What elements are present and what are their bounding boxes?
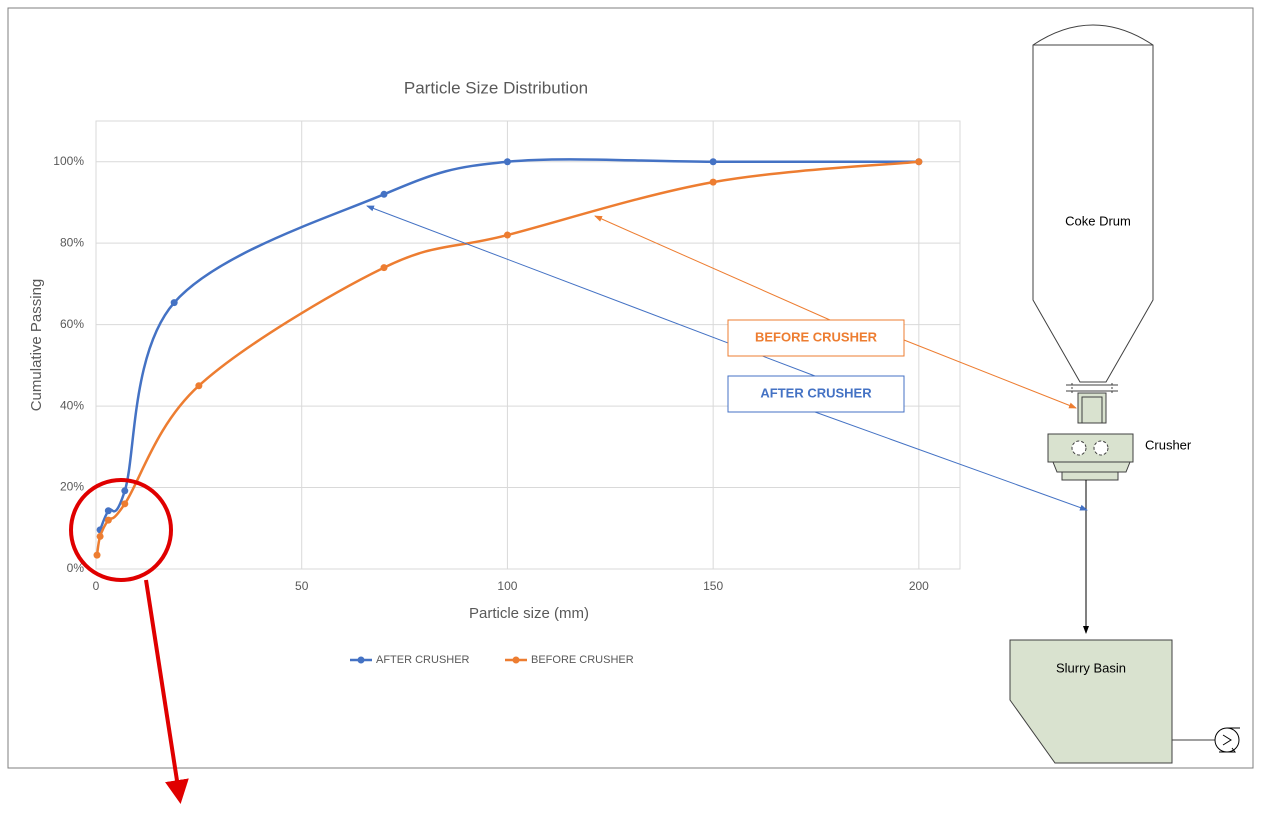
y-tick-label: 40% bbox=[60, 398, 84, 412]
y-tick-label: 100% bbox=[53, 154, 84, 168]
data-point bbox=[381, 191, 388, 198]
drum-label: Coke Drum bbox=[1065, 213, 1131, 228]
page: {"chart_data": {"type": "line", "title":… bbox=[0, 0, 1263, 811]
data-point bbox=[504, 158, 511, 165]
crusher-label: Crusher bbox=[1145, 437, 1192, 452]
x-tick-label: 50 bbox=[295, 579, 309, 593]
data-point bbox=[915, 158, 922, 165]
data-point bbox=[710, 158, 717, 165]
x-axis-label: Particle size (mm) bbox=[469, 605, 589, 622]
legend-marker bbox=[358, 657, 365, 664]
series-line bbox=[97, 162, 919, 555]
y-axis-label: Cumulative Passing bbox=[28, 279, 45, 412]
basin-label: Slurry Basin bbox=[1056, 660, 1126, 675]
legend-label: AFTER CRUSHER bbox=[376, 654, 470, 666]
figure: Particle Size Distribution Particle size… bbox=[0, 0, 1263, 811]
pump bbox=[1215, 728, 1240, 752]
data-point bbox=[97, 533, 104, 540]
after-label: AFTER CRUSHER bbox=[760, 385, 872, 400]
data-point bbox=[381, 264, 388, 271]
x-tick-label: 150 bbox=[703, 579, 723, 593]
data-point bbox=[121, 487, 128, 494]
slurry-basin bbox=[1010, 640, 1172, 763]
before-arrow bbox=[595, 216, 830, 320]
before-label: BEFORE CRUSHER bbox=[755, 329, 878, 344]
data-point bbox=[121, 500, 128, 507]
y-tick-label: 60% bbox=[60, 317, 84, 331]
legend-label: BEFORE CRUSHER bbox=[531, 654, 634, 666]
data-point bbox=[105, 507, 112, 514]
x-tick-label: 0 bbox=[93, 579, 100, 593]
y-tick-label: 80% bbox=[60, 235, 84, 249]
data-point bbox=[171, 299, 178, 306]
data-point bbox=[195, 382, 202, 389]
crusher bbox=[1048, 434, 1133, 480]
data-point bbox=[94, 552, 101, 559]
y-tick-label: 20% bbox=[60, 480, 84, 494]
highlight-arrow bbox=[146, 580, 180, 800]
data-point bbox=[105, 517, 112, 524]
x-tick-label: 100 bbox=[497, 579, 517, 593]
legend-marker bbox=[513, 657, 520, 664]
before-arrow bbox=[904, 340, 1076, 408]
chart-title: Particle Size Distribution bbox=[404, 78, 588, 97]
data-point bbox=[504, 232, 511, 239]
highlight-circle bbox=[71, 480, 171, 580]
after-arrow bbox=[815, 412, 1087, 510]
data-point bbox=[710, 179, 717, 186]
x-tick-label: 200 bbox=[909, 579, 929, 593]
